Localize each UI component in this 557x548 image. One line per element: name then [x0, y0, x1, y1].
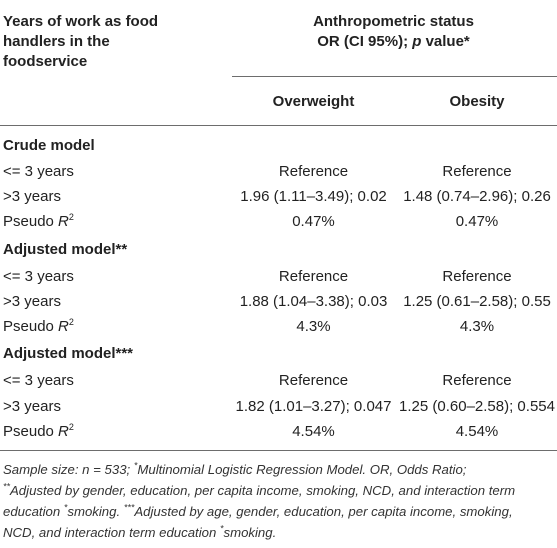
cell-overweight: Reference [278, 163, 349, 180]
table-bottom-rule [0, 450, 557, 451]
row-label-pseudo-r2: Pseudo R2 [3, 212, 74, 231]
cell-obesity: 1.25 (0.61–2.58); 0.55 [403, 293, 551, 310]
cell-obesity: Reference [442, 163, 512, 180]
footnote-line3: education *smoking. ***Adjusted by age, … [3, 502, 513, 519]
row-label: <= 3 years [3, 163, 74, 180]
section-title-adjusted-3: Adjusted model*** [3, 345, 134, 362]
row-label: >3 years [3, 293, 61, 310]
header-group-line2: OR (CI 95%); p value* [317, 33, 470, 50]
cell-overweight: 0.47% [292, 213, 335, 230]
cell-obesity: 4.3% [459, 318, 495, 335]
cell-obesity: Reference [442, 372, 512, 389]
cell-overweight: 1.88 (1.04–3.38); 0.03 [239, 293, 388, 310]
footnote-line1: Sample size: n = 533; *Multinomial Logis… [3, 460, 467, 477]
cell-obesity: Reference [442, 268, 512, 285]
row-label: <= 3 years [3, 268, 74, 285]
cell-obesity: 1.48 (0.74–2.96); 0.26 [403, 188, 551, 205]
header-col0-line3: foodservice [3, 53, 88, 70]
row-label-pseudo-r2: Pseudo R2 [3, 422, 74, 441]
row-label: >3 years [3, 398, 61, 415]
header-group-rule [232, 76, 557, 77]
row-label-pseudo-r2: Pseudo R2 [3, 317, 74, 336]
header-obesity: Obesity [449, 93, 505, 110]
footnote-line2: **Adjusted by gender, education, per cap… [3, 481, 516, 498]
cell-overweight: 4.54% [292, 423, 335, 440]
section-title-adjusted-2: Adjusted model** [3, 241, 128, 258]
row-label: >3 years [3, 188, 61, 205]
cell-obesity: 0.47% [455, 213, 499, 230]
cell-obesity: 4.54% [455, 423, 499, 440]
cell-overweight: 1.82 (1.01–3.27); 0.047 [235, 398, 392, 415]
cell-overweight: Reference [278, 372, 349, 389]
cell-obesity: 1.25 (0.60–2.58); 0.554 [399, 398, 555, 415]
footnote-line4: NCD, and interaction term education *smo… [3, 523, 277, 540]
cell-overweight: 1.96 (1.11–3.49); 0.02 [240, 188, 387, 205]
header-group-line1: Anthropometric status [313, 13, 474, 30]
header-col0-line1: Years of work as food [3, 13, 159, 30]
cell-overweight: 4.3% [296, 318, 331, 335]
table-footnote: Sample size: n = 533; *Multinomial Logis… [3, 459, 555, 543]
cell-overweight: Reference [278, 268, 349, 285]
header-bottom-rule [0, 125, 557, 126]
header-overweight: Overweight [272, 93, 355, 110]
header-col0-line2: handlers in the [3, 33, 110, 50]
section-title-crude: Crude model [3, 137, 95, 154]
row-label: <= 3 years [3, 372, 74, 389]
